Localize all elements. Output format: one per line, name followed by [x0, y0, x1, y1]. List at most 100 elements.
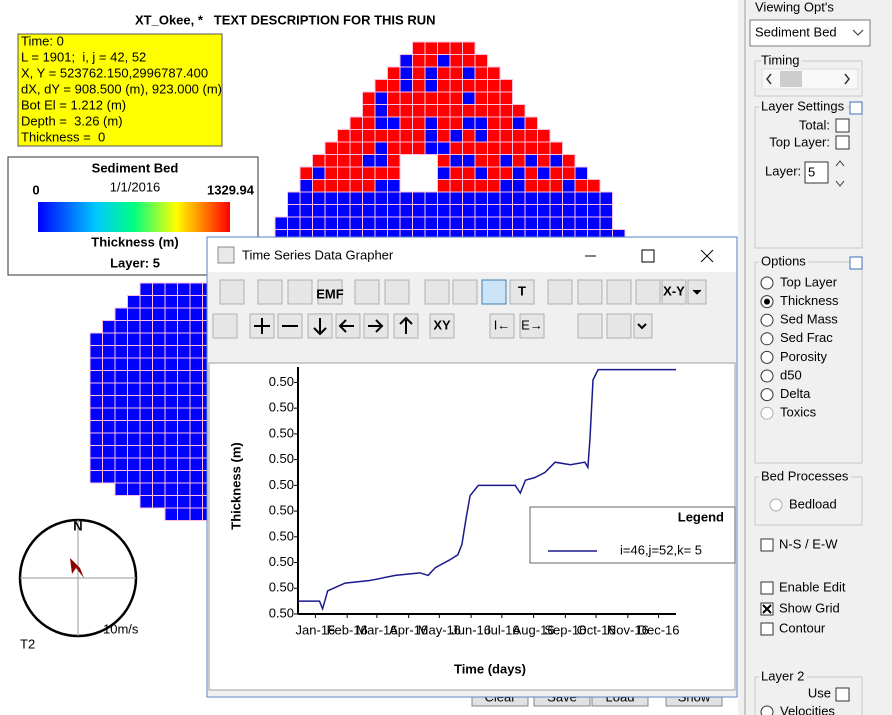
checkbox[interactable]: [835, 118, 850, 133]
grid-cell: [324, 191, 338, 205]
grid-cell: [437, 216, 451, 230]
toolbar-button[interactable]: [509, 279, 535, 305]
grid-cell: [437, 54, 451, 68]
toolbar-button[interactable]: [577, 313, 603, 339]
grid-cell: [177, 320, 191, 334]
grid-cell: [387, 179, 401, 193]
checkbox[interactable]: [760, 622, 774, 636]
grid-cell: [164, 307, 178, 321]
grid-cell: [374, 116, 388, 130]
radio-button[interactable]: [760, 313, 774, 327]
toolbar-button[interactable]: [212, 313, 238, 339]
toolbar-button[interactable]: [452, 279, 478, 305]
radio-label[interactable]: Thickness: [780, 293, 839, 308]
checkbox[interactable]: [760, 581, 774, 595]
checkbox[interactable]: [835, 687, 850, 702]
radio-label[interactable]: Porosity: [780, 349, 827, 364]
view-dropdown[interactable]: [749, 19, 871, 47]
grid-cell: [412, 41, 426, 55]
grid-cell: [127, 407, 141, 421]
info-line: Depth = 3.26 (m): [21, 113, 123, 128]
scrollbar[interactable]: [761, 68, 859, 90]
toolbar-button[interactable]: [635, 279, 661, 305]
radio-label[interactable]: Velocities: [780, 703, 835, 715]
checkbox-label[interactable]: N-S / E-W: [779, 536, 838, 551]
radio-button: [760, 406, 774, 420]
grid-cell: [374, 166, 388, 180]
grid-cell: [189, 282, 203, 296]
layer-value[interactable]: 5: [808, 164, 815, 179]
maximize[interactable]: [641, 249, 655, 263]
grid-cell: [312, 179, 326, 193]
checkbox-label[interactable]: Contour: [779, 620, 826, 635]
toolbar-button[interactable]: [257, 279, 283, 305]
radio-label[interactable]: d50: [780, 367, 802, 382]
toolbar-button[interactable]: [519, 313, 545, 339]
grid-cell: [114, 457, 128, 471]
radio-button[interactable]: [760, 369, 774, 383]
scroll-thumb[interactable]: [780, 71, 802, 87]
checkbox[interactable]: [835, 135, 850, 150]
grid-cell: [102, 382, 116, 396]
grid-cell: [374, 204, 388, 218]
radio-button[interactable]: [760, 350, 774, 364]
grid-cell: [189, 420, 203, 434]
grid-cell: [512, 191, 526, 205]
grid-cell: [449, 204, 463, 218]
grid-cell: [89, 345, 103, 359]
toolbar-button[interactable]: [429, 313, 455, 339]
radio-button[interactable]: [760, 332, 774, 346]
grid-cell: [177, 432, 191, 446]
active-button[interactable]: [481, 279, 507, 305]
toolbar-button[interactable]: [606, 313, 632, 339]
toolbar-text[interactable]: X-Y: [663, 283, 685, 298]
toolbar-button[interactable]: [384, 279, 410, 305]
toolbar-text[interactable]: I←: [494, 317, 511, 332]
toolbar-text[interactable]: XY: [433, 317, 451, 332]
toolbar-button[interactable]: [661, 279, 687, 305]
radio-label[interactable]: Delta: [780, 386, 811, 401]
radio-button[interactable]: [760, 276, 774, 290]
radio-button[interactable]: [760, 705, 774, 715]
info-line: Thickness = 0: [21, 129, 105, 144]
grid-cell: [89, 357, 103, 371]
view-value[interactable]: Sediment Bed: [755, 24, 837, 39]
toolbar-text[interactable]: E→: [521, 317, 543, 332]
grid-cell: [189, 445, 203, 459]
grid-cell: [189, 482, 203, 496]
legend-title: Legend: [678, 509, 724, 524]
radio-button[interactable]: [760, 388, 774, 402]
toolbar-button[interactable]: [287, 279, 313, 305]
grid-cell: [177, 420, 191, 434]
checkbox-label[interactable]: Show Grid: [779, 600, 840, 615]
grid-cell: [462, 79, 476, 93]
toolbar-button[interactable]: [424, 279, 450, 305]
toolbar-button[interactable]: [489, 313, 515, 339]
radio-label[interactable]: Top Layer: [780, 274, 838, 289]
toolbar-button[interactable]: [547, 279, 573, 305]
dialog-title: Time Series Data Grapher: [242, 247, 394, 262]
toolbar-button[interactable]: [219, 279, 245, 305]
grid-cell: [152, 445, 166, 459]
toolbar-text[interactable]: T: [518, 283, 526, 298]
collapse-button[interactable]: [849, 256, 863, 270]
grid-cell: [152, 395, 166, 409]
checkbox-label[interactable]: Enable Edit: [779, 579, 846, 594]
collapse-button[interactable]: [849, 101, 863, 115]
radio-label[interactable]: Sed Mass: [780, 312, 838, 327]
spin-arrows[interactable]: [835, 160, 845, 187]
checkbox[interactable]: [760, 538, 774, 552]
grid-cell: [487, 191, 501, 205]
toolbar-button[interactable]: [354, 279, 380, 305]
toolbar-button[interactable]: [577, 279, 603, 305]
grid-cell: [102, 407, 116, 421]
grid-cell: [474, 79, 488, 93]
grid-cell: [102, 345, 116, 359]
toolbar-button[interactable]: [606, 279, 632, 305]
close[interactable]: [700, 249, 714, 263]
grid-cell: [549, 179, 563, 193]
layer-input[interactable]: [804, 161, 829, 184]
toolbar-text[interactable]: EMF: [316, 286, 344, 301]
radio-label[interactable]: Sed Frac: [780, 330, 833, 345]
toolbar-button[interactable]: [317, 279, 343, 305]
